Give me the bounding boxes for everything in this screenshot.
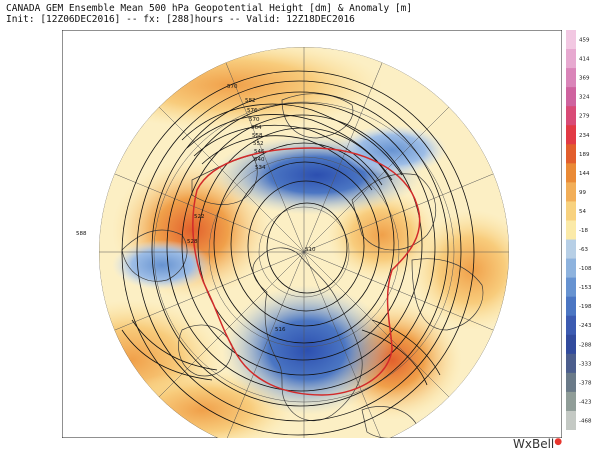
contour-label: 588 <box>76 231 87 237</box>
colorbar-tick-label: -243 <box>579 323 592 329</box>
colorbar-tick-label: 144 <box>579 171 590 177</box>
colorbar-tick-label: -288 <box>579 342 592 348</box>
colorbar-swatch <box>566 296 576 317</box>
anomaly-colorbar: 459 414 369 324 279 234 189 144 99 54 -18 -63 -108 -1… <box>566 30 592 430</box>
colorbar-swatch <box>566 258 576 279</box>
contour-label: 528 <box>187 239 198 245</box>
polar-stereographic-map: 582 576 570 564 558 552 546 540 534 528 … <box>62 30 562 438</box>
colorbar-tick-label: -198 <box>579 304 592 310</box>
contour-label: 570 <box>249 117 260 123</box>
colorbar-tick-label: -153 <box>579 285 592 291</box>
colorbar-tick-label: 279 <box>579 114 590 120</box>
contour-label: 552 <box>253 141 264 147</box>
coastlines <box>121 93 484 438</box>
contour-label: 510 <box>305 247 316 253</box>
colorbar-swatch <box>566 201 576 221</box>
wxbell-logo: WxBell● <box>513 437 562 451</box>
colorbar-tick-label: 234 <box>579 133 590 139</box>
colorbar-swatch <box>566 220 576 241</box>
height-contours <box>121 70 475 436</box>
colorbar-tick-label: -468 <box>579 418 592 424</box>
colorbar-tick-label: 369 <box>579 76 590 82</box>
colorbar-swatch <box>566 315 576 336</box>
contour-label: 582 <box>245 98 256 104</box>
colorbar-tick-label: -333 <box>579 361 592 367</box>
colorbar-tick-label: 414 <box>579 57 590 63</box>
colorbar-swatch <box>566 49 576 69</box>
colorbar-tick-label: -378 <box>579 380 592 386</box>
freezing-line <box>192 147 421 396</box>
colorbar-swatch <box>566 182 576 202</box>
map-subtitle: Init: [12Z06DEC2016] -- fx: [288]hours -… <box>6 14 355 25</box>
contour-label: 540 <box>254 157 265 163</box>
colorbar-swatch <box>566 353 576 374</box>
colorbar-swatch <box>566 106 576 126</box>
contour-label: 516 <box>275 327 286 333</box>
colorbar-tick-label: -423 <box>579 399 592 405</box>
colorbar-swatch <box>566 372 576 393</box>
colorbar-swatch <box>566 87 576 107</box>
colorbar-swatch <box>566 391 576 412</box>
contour-label: 576 <box>247 108 258 114</box>
brand-dot-icon: ● <box>554 437 563 447</box>
colorbar-swatch <box>566 144 576 164</box>
colorbar-swatch <box>566 277 576 298</box>
colorbar-tick-label: -18 <box>579 228 588 234</box>
colorbar-swatch <box>566 334 576 355</box>
contour-label: 534 <box>255 165 266 171</box>
colorbar-tick-label: 324 <box>579 95 590 101</box>
colorbar-tick-label: -108 <box>579 266 592 272</box>
colorbar-swatch <box>566 125 576 145</box>
colorbar-swatch <box>566 410 576 430</box>
colorbar-swatch <box>566 163 576 183</box>
colorbar-tick-label: 99 <box>579 190 586 196</box>
colorbar-swatch <box>566 68 576 88</box>
colorbar-tick-label: 459 <box>579 38 590 44</box>
contour-label: 546 <box>254 149 265 155</box>
map-title: CANADA GEM Ensemble Mean 500 hPa Geopote… <box>6 3 413 14</box>
contour-label: 564 <box>251 125 262 131</box>
brand-name: WxBell <box>513 437 555 451</box>
contour-label: 570 <box>227 84 238 90</box>
contour-label: 522 <box>194 214 205 220</box>
colorbar-swatch <box>566 30 576 50</box>
colorbar-tick-label: -63 <box>579 247 588 253</box>
colorbar-tick-label: 54 <box>579 209 586 215</box>
contour-label: 558 <box>252 133 263 139</box>
contour-labels: 582 576 570 564 558 552 546 540 534 528 … <box>76 84 316 333</box>
colorbar-tick-label: 189 <box>579 152 590 158</box>
colorbar-swatch <box>566 239 576 260</box>
